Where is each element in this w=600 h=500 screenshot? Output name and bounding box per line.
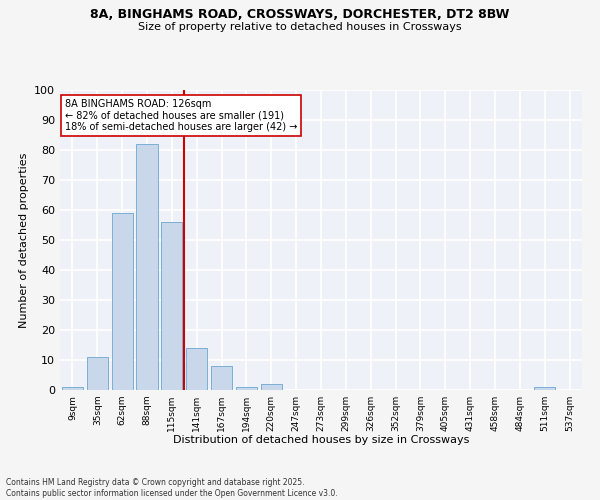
Bar <box>236 387 257 390</box>
Text: Distribution of detached houses by size in Crossways: Distribution of detached houses by size … <box>173 435 469 445</box>
Text: Size of property relative to detached houses in Crossways: Size of property relative to detached ho… <box>138 22 462 32</box>
Bar <box>161 222 182 390</box>
Bar <box>186 348 207 390</box>
Bar <box>211 366 232 390</box>
Text: Contains HM Land Registry data © Crown copyright and database right 2025.
Contai: Contains HM Land Registry data © Crown c… <box>6 478 338 498</box>
Bar <box>62 387 83 390</box>
Text: 8A, BINGHAMS ROAD, CROSSWAYS, DORCHESTER, DT2 8BW: 8A, BINGHAMS ROAD, CROSSWAYS, DORCHESTER… <box>91 8 509 20</box>
Bar <box>87 357 108 390</box>
Y-axis label: Number of detached properties: Number of detached properties <box>19 152 29 328</box>
Bar <box>112 213 133 390</box>
Bar <box>136 144 158 390</box>
Bar <box>534 387 555 390</box>
Bar <box>261 384 282 390</box>
Text: 8A BINGHAMS ROAD: 126sqm
← 82% of detached houses are smaller (191)
18% of semi-: 8A BINGHAMS ROAD: 126sqm ← 82% of detach… <box>65 99 298 132</box>
